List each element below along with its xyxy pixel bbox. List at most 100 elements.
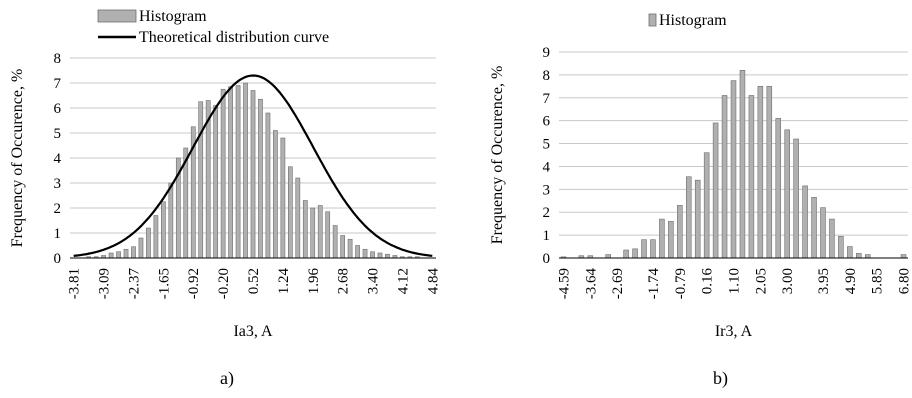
histogram-bar bbox=[633, 249, 638, 258]
histogram-bar bbox=[370, 252, 374, 258]
histogram-bar bbox=[281, 138, 285, 258]
histogram-bar bbox=[169, 183, 173, 258]
x-tick-label: -4.59 bbox=[556, 268, 572, 299]
x-tick-label: -3.09 bbox=[97, 268, 113, 299]
x-tick-label: 4.84 bbox=[425, 268, 441, 295]
legend-label: Theoretical distribution curve bbox=[139, 29, 329, 46]
histogram-bar bbox=[803, 186, 808, 258]
histogram-bar bbox=[326, 212, 330, 258]
histogram-bar bbox=[333, 226, 337, 259]
y-tick-label: 7 bbox=[543, 91, 551, 107]
histogram-bar bbox=[243, 83, 247, 258]
histogram-bar bbox=[606, 255, 611, 258]
y-tick-label: 5 bbox=[543, 137, 551, 153]
y-tick-label: 0 bbox=[54, 251, 62, 267]
histogram-bar bbox=[642, 240, 647, 258]
histogram-bar bbox=[829, 219, 834, 258]
histogram-bar bbox=[651, 240, 656, 258]
x-tick-label: 0.16 bbox=[700, 268, 716, 295]
histogram-bar bbox=[161, 202, 165, 258]
histogram-bar bbox=[838, 236, 843, 258]
histogram-bar bbox=[677, 205, 682, 258]
y-tick-label: 3 bbox=[54, 176, 62, 192]
histogram-bar bbox=[221, 89, 225, 258]
x-tick-label: 1.24 bbox=[276, 268, 292, 295]
histogram-bar bbox=[311, 208, 315, 258]
x-tick-label: 3.95 bbox=[816, 268, 832, 294]
x-axis-title: Ir3, A bbox=[715, 323, 753, 340]
histogram-bar bbox=[116, 252, 120, 258]
histogram-bar bbox=[821, 208, 826, 258]
y-tick-label: 1 bbox=[543, 228, 551, 244]
x-tick-label: 3.40 bbox=[366, 268, 382, 294]
legend-swatch-histogram bbox=[98, 10, 136, 22]
chart-b: 0 1 2 3 4 5 6 7 8 9 -4.59 -3.64 -2.69 -1.74 -0.79 0.16 1… bbox=[456, 0, 912, 398]
y-tick-label: 3 bbox=[543, 182, 551, 198]
histogram-bar bbox=[794, 139, 799, 258]
x-tick-label: -3.64 bbox=[583, 268, 599, 300]
y-axis-title: Frequency of Occurence, % bbox=[489, 66, 506, 245]
y-tick-label: 2 bbox=[543, 205, 551, 221]
chart-b-svg: 0 1 2 3 4 5 6 7 8 9 -4.59 -3.64 -2.69 -1.74 -0.79 0.16 1… bbox=[456, 0, 912, 360]
histogram-bar bbox=[348, 239, 352, 258]
histogram-bar bbox=[378, 253, 382, 258]
x-tick-label: -1.65 bbox=[156, 268, 172, 299]
histogram-bar bbox=[722, 95, 727, 258]
legend-label: Histogram bbox=[659, 12, 727, 29]
x-tick-label: 4.12 bbox=[395, 268, 411, 294]
x-tick-label: 2.05 bbox=[753, 268, 769, 294]
y-tick-label: 1 bbox=[54, 226, 62, 242]
histogram-bar bbox=[318, 206, 322, 259]
legend-label: Histogram bbox=[139, 8, 207, 25]
histogram-bar bbox=[659, 219, 664, 258]
histogram-bar bbox=[785, 130, 790, 258]
histogram-bar bbox=[296, 178, 300, 258]
legend-swatch-histogram bbox=[649, 14, 656, 26]
histogram-bar bbox=[695, 180, 700, 258]
histogram-bar bbox=[124, 249, 128, 258]
histogram-bar bbox=[288, 167, 292, 258]
histogram-bar bbox=[847, 247, 852, 258]
x-axis-title: Ia3, A bbox=[233, 323, 273, 340]
y-tick-label: 0 bbox=[543, 251, 551, 267]
y-tick-label: 6 bbox=[54, 101, 62, 117]
histogram-bar bbox=[901, 255, 906, 258]
histogram-bar bbox=[758, 86, 763, 258]
chart-a: 0 1 2 3 4 5 6 7 8 -3.81 -3.09 -2.37 -1.65 -0.92 -0.20 0… bbox=[0, 0, 456, 398]
histogram-bar bbox=[731, 81, 736, 258]
histogram-bar bbox=[624, 250, 629, 258]
histogram-bar bbox=[273, 131, 277, 259]
histogram-bar bbox=[767, 86, 772, 258]
y-tick-label: 2 bbox=[54, 201, 62, 217]
histogram-bar bbox=[131, 247, 135, 258]
histogram-bar bbox=[385, 254, 389, 258]
histogram-bar bbox=[229, 87, 233, 258]
y-axis-title: Frequency of Occurence, % bbox=[9, 69, 26, 248]
x-tick-label: -0.92 bbox=[186, 268, 202, 299]
panel-label-b: b) bbox=[713, 368, 728, 389]
histogram-bar bbox=[704, 153, 709, 258]
histogram-bar bbox=[713, 123, 718, 258]
histogram-bar bbox=[236, 86, 240, 259]
histogram-bar bbox=[856, 253, 861, 258]
histogram-bar bbox=[146, 228, 150, 258]
x-tick-label: -3.81 bbox=[67, 268, 83, 299]
y-tick-label: 4 bbox=[543, 159, 551, 175]
histogram-bar bbox=[199, 102, 203, 258]
y-tick-label: 5 bbox=[54, 126, 62, 142]
histogram-bar bbox=[668, 221, 673, 258]
histogram-bar bbox=[251, 91, 255, 259]
histogram-bar bbox=[258, 99, 262, 258]
x-tick-label: 6.80 bbox=[897, 268, 912, 294]
y-tick-label: 6 bbox=[543, 114, 551, 130]
histogram-bar bbox=[740, 70, 745, 258]
histogram-bar bbox=[776, 118, 781, 258]
histogram-bar bbox=[139, 238, 143, 258]
histogram-bar bbox=[214, 106, 218, 259]
x-tick-label: -0.79 bbox=[673, 268, 689, 299]
x-tick-label: -1.74 bbox=[646, 268, 662, 300]
x-tick-label: -2.37 bbox=[126, 268, 142, 300]
x-tick-label: 5.85 bbox=[870, 268, 886, 294]
x-tick-label: -2.69 bbox=[610, 268, 626, 299]
x-tick-label: 3.00 bbox=[780, 268, 796, 294]
